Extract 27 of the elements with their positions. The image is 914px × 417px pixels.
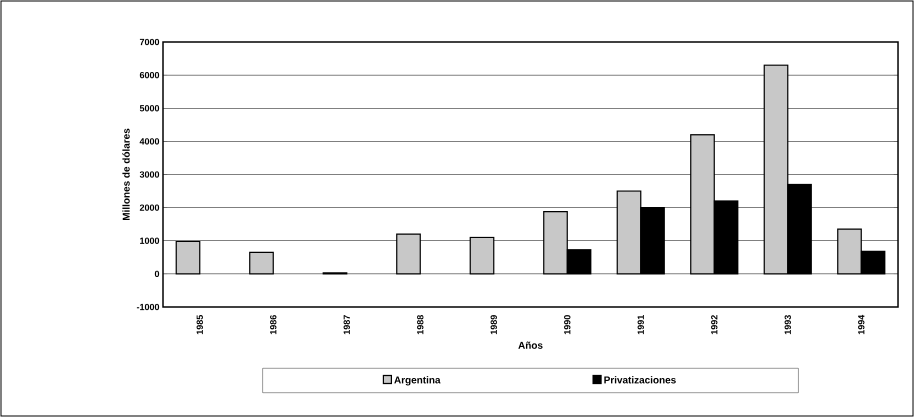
bar: [249, 252, 274, 274]
x-tick-label: 1990: [564, 315, 570, 334]
bar: [470, 236, 494, 274]
y-tick-label: 4000: [140, 138, 160, 145]
y-axis-title: Millones de dólares: [122, 128, 130, 220]
x-tick-label: 1988: [417, 315, 424, 334]
x-tick-label: 1993: [784, 315, 791, 334]
bar: [176, 240, 200, 274]
y-tick-label: 6000: [140, 72, 160, 78]
legend-label: Argentina: [394, 376, 441, 386]
y-tick-label: 7000: [140, 38, 160, 46]
y-tick-label: 1000: [140, 238, 160, 244]
x-axis-title: Años: [518, 342, 543, 349]
y-tick-label: 2000: [140, 204, 160, 211]
x-tick-label: 1987: [344, 315, 350, 334]
x-tick-label: 1994: [858, 314, 864, 334]
y-tick-label: 0: [154, 270, 160, 278]
x-tick-label: 1985: [196, 315, 203, 334]
y-tick-label: -1000: [136, 304, 160, 310]
x-tick-label: 1989: [490, 315, 497, 334]
y-tick-label: 3000: [140, 171, 160, 178]
x-tick-label: 1991: [638, 315, 644, 334]
bar: [396, 234, 421, 274]
x-tick-label: 1986: [270, 315, 276, 334]
x-tick-label: 1992: [711, 315, 718, 334]
y-tick-label: 5000: [140, 105, 160, 112]
legend-label: Privatizaciones: [604, 376, 676, 384]
